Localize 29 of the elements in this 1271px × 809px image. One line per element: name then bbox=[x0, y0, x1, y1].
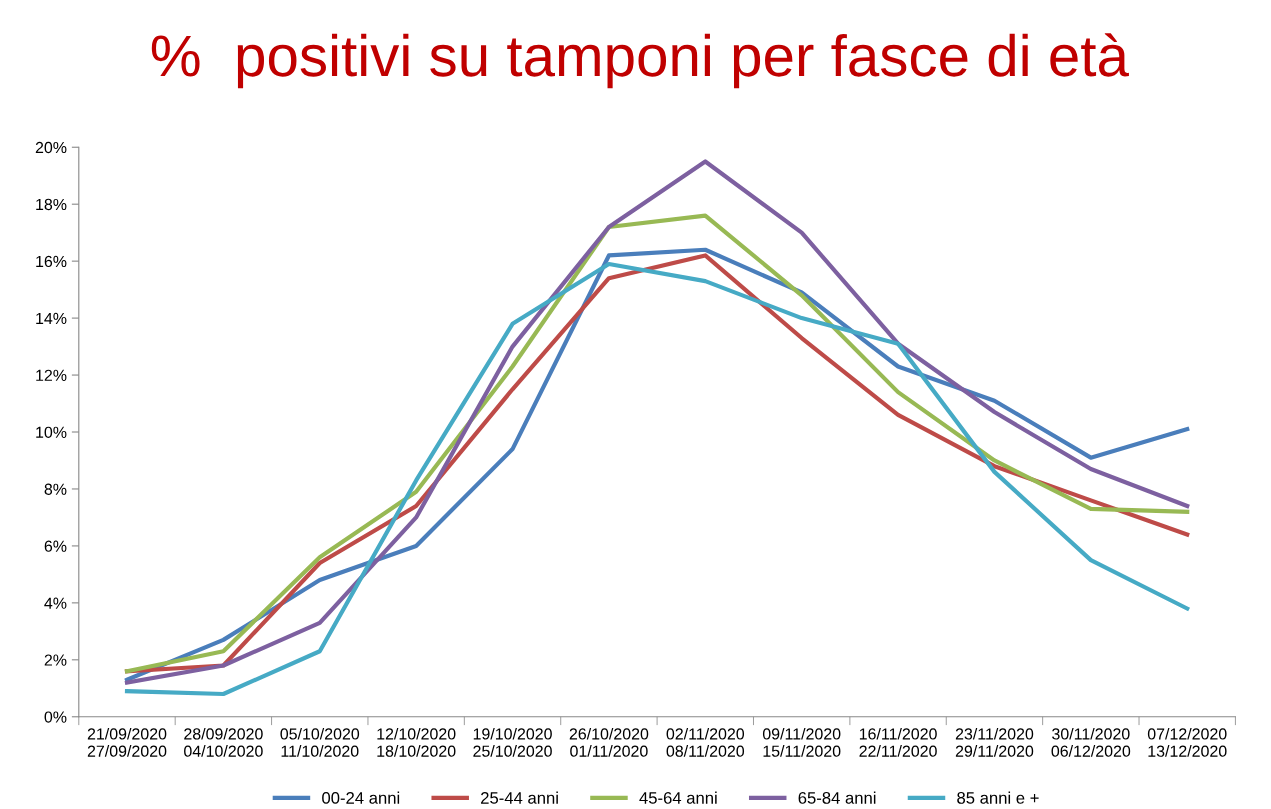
x-tick-label: 16/11/2020 22/11/2020 bbox=[859, 727, 937, 757]
x-tick-label: 23/11/2020 29/11/2020 bbox=[955, 727, 1034, 757]
y-tick-label: 4% bbox=[44, 597, 67, 609]
y-tick-label: 2% bbox=[44, 654, 67, 666]
legend-label: 00-24 anni bbox=[322, 791, 400, 804]
y-tick-label: 0% bbox=[44, 711, 67, 723]
x-tick-label: 30/11/2020 06/12/2020 bbox=[1051, 727, 1131, 757]
legend-label: 65-84 anni bbox=[798, 791, 876, 804]
y-tick-label: 18% bbox=[36, 198, 67, 211]
x-tick-label: 28/09/2020 04/10/2020 bbox=[184, 727, 263, 757]
x-tick-label: 07/12/2020 13/12/2020 bbox=[1147, 727, 1227, 757]
legend-label: 45-64 anni bbox=[639, 791, 717, 804]
y-tick-label: 10% bbox=[36, 426, 67, 438]
y-tick-label: 20% bbox=[35, 141, 67, 154]
y-tick-label: 12% bbox=[36, 369, 67, 381]
x-tick-label: 19/10/2020 25/10/2020 bbox=[473, 727, 552, 757]
legend-label: 25-44 anni bbox=[481, 791, 558, 804]
y-tick-label: 16% bbox=[36, 255, 67, 268]
x-tick-label: 26/10/2020 01/11/2020 bbox=[569, 727, 649, 757]
legend-label: 85 anni e + bbox=[957, 791, 1039, 804]
x-tick-label: 21/09/2020 27/09/2020 bbox=[87, 727, 167, 757]
x-tick-label: 05/10/2020 11/10/2020 bbox=[280, 727, 360, 757]
y-tick-label: 8% bbox=[44, 483, 67, 495]
x-tick-label: 12/10/2020 18/10/2020 bbox=[377, 727, 456, 757]
x-tick-label: 09/11/2020 15/11/2020 bbox=[762, 727, 841, 757]
x-tick-label: 02/11/2020 08/11/2020 bbox=[666, 727, 745, 757]
y-tick-label: 14% bbox=[36, 312, 67, 324]
chart-title: % positivi su tamponi per fasce di età bbox=[151, 33, 1129, 89]
y-tick-label: 6% bbox=[44, 540, 67, 552]
